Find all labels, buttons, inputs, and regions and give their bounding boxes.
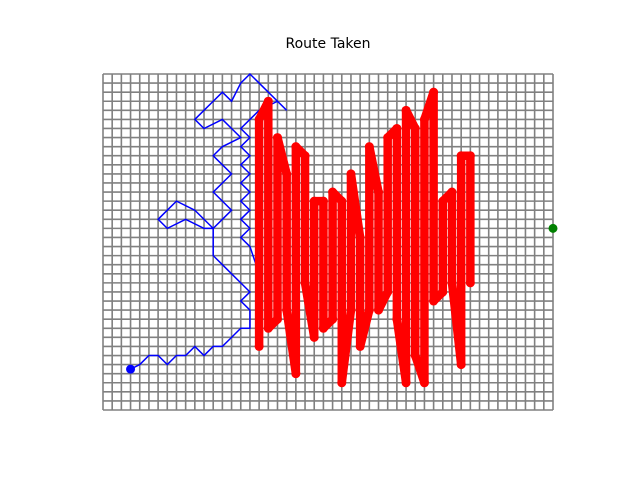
route-point [447,187,457,197]
route-point [263,96,273,106]
route-point [318,196,328,206]
route-point [410,123,420,133]
route-point [291,369,301,379]
route-point [410,351,420,361]
route-point [392,314,402,324]
route-point [328,187,338,197]
route-point [447,278,457,288]
route-point [438,196,448,206]
route-point [126,364,136,374]
route-point [456,360,466,370]
route-point [438,287,448,297]
route-point [364,305,374,315]
route-point [355,232,365,242]
route-point [309,196,319,206]
route-point [429,296,439,306]
route-point [263,323,273,333]
route-point [401,105,411,115]
route-point [374,305,384,315]
route-point [300,151,310,161]
route-point [392,123,402,133]
route-point [548,223,558,233]
route-point [272,133,282,143]
route-point [328,314,338,324]
route-point [401,378,411,388]
route-point [383,287,393,297]
route-point [419,114,429,124]
route-point [346,169,356,179]
route-point [300,278,310,288]
route-point [383,133,393,143]
route-point [309,332,319,342]
route-point [364,142,374,152]
route-point [465,278,475,288]
route-point [272,314,282,324]
route-point [346,305,356,315]
route-line [130,72,288,370]
route-point [282,169,292,179]
route-point [355,341,365,351]
route-point [254,341,264,351]
route-point [429,87,439,97]
route-point [318,323,328,333]
route-point [419,378,429,388]
route-point [337,378,347,388]
route-point [291,142,301,152]
route-point [465,151,475,161]
route-point [254,114,264,124]
route-point [374,187,384,197]
route-point [282,305,292,315]
chart-title: Route Taken [286,36,371,52]
route-point [456,151,466,161]
route-point [337,196,347,206]
